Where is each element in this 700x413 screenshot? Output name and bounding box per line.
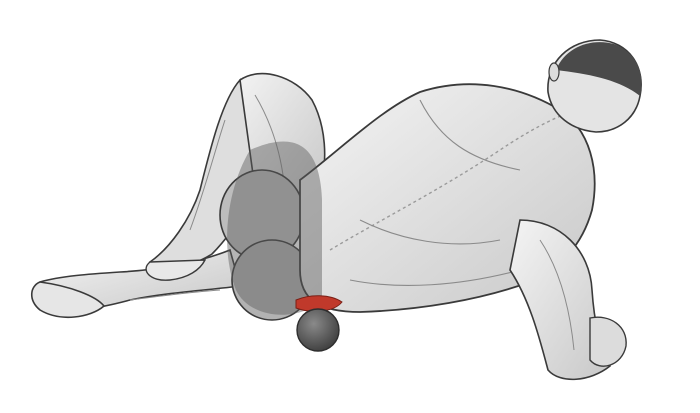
extended-leg — [30, 248, 242, 319]
spine-line — [329, 111, 571, 251]
target-muscle — [295, 295, 343, 312]
massage-ball — [296, 308, 340, 352]
hair — [556, 42, 642, 96]
support-arm — [509, 219, 627, 381]
head — [547, 39, 642, 133]
foot-left — [30, 281, 106, 319]
glutes — [219, 169, 313, 321]
ear — [548, 62, 560, 82]
highlight-overlay — [227, 141, 322, 315]
hand — [589, 316, 627, 367]
foot-right — [145, 259, 207, 281]
